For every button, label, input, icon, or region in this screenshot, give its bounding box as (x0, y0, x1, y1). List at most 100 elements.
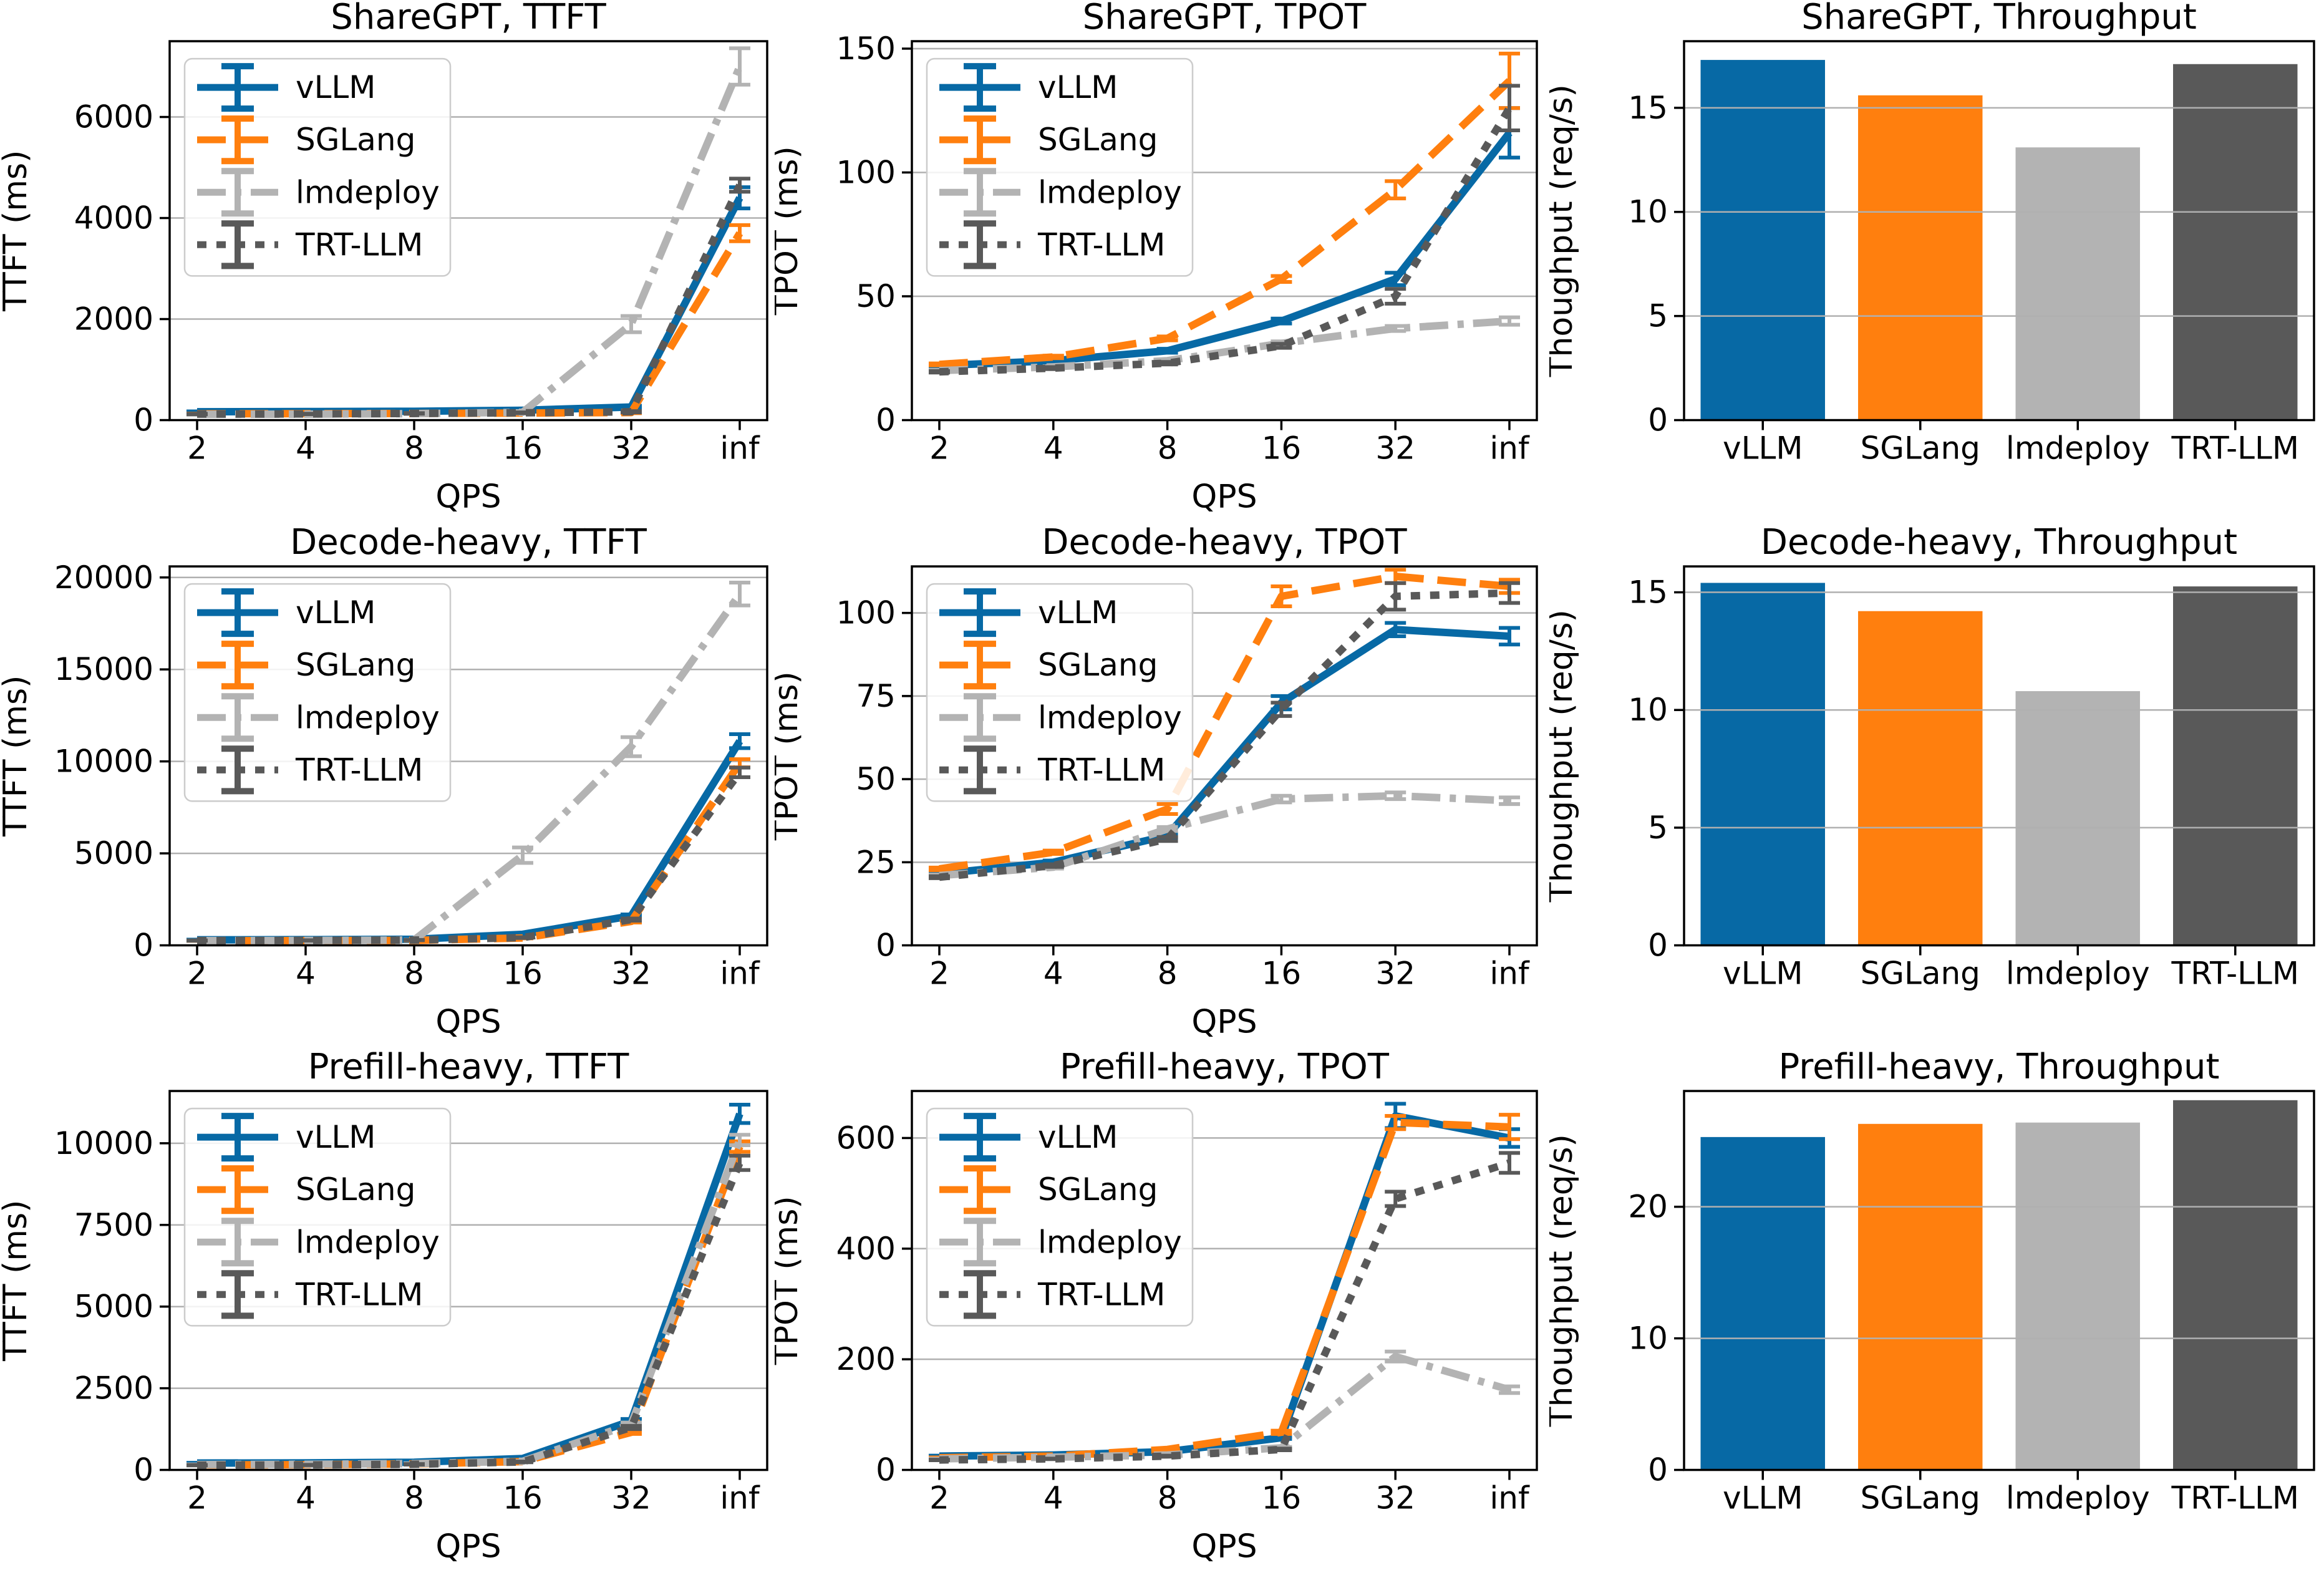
y-tick-label: 5000 (74, 1289, 153, 1325)
y-tick-label: 0 (1648, 927, 1668, 963)
x-tick-label-4: 4 (296, 430, 316, 467)
y-tick-label: 5 (1648, 810, 1668, 846)
bar-TRT-LLM (2173, 586, 2298, 946)
y-tick-label: 100 (836, 594, 896, 631)
x-tick-label-SGLang: SGLang (1861, 430, 1980, 467)
x-tick-label-SGLang: SGLang (1861, 955, 1980, 991)
x-tick-label-vLLM: vLLM (1723, 955, 1803, 991)
legend-label-vLLM: vLLM (1038, 69, 1118, 105)
y-tick-label: 10 (1628, 692, 1668, 728)
legend-item-SGLang: SGLang (939, 115, 1158, 165)
x-tick-label-4: 4 (1043, 1480, 1063, 1516)
prefill-heavy-throughput-plot: vLLM SGLang lmdeploy TRT-LLM 0 10 20 Prefill-he… (1549, 1050, 2315, 1516)
legend-item-lmdeploy: lmdeploy (197, 168, 440, 217)
x-tick-label-2: 2 (187, 955, 207, 991)
legend-prefill-heavy-tpot: vLLM SGLang lmdeploy TRT-LLM (926, 1108, 1194, 1327)
x-tick-label-inf: inf (720, 955, 760, 991)
chart-title-sharegpt-tpot: ShareGPT, TPOT (1083, 0, 1367, 37)
y-tick-label: 5000 (74, 835, 153, 871)
y-axis-label: TPOT (ms) (775, 671, 805, 841)
legend-sharegpt-ttft: vLLM SGLang lmdeploy TRT-LLM (183, 57, 452, 277)
legend-label-lmdeploy: lmdeploy (296, 174, 440, 210)
x-tick-label-inf: inf (1489, 955, 1530, 991)
y-tick-label: 75 (856, 678, 896, 714)
plot-border-sharegpt-tpot (911, 40, 1538, 422)
data-layer-prefill-heavy-ttft (186, 1103, 750, 1470)
legend-label-TRT-LLM: TRT-LLM (295, 752, 423, 788)
chart-cell-prefill-heavy-throughput: vLLM SGLang lmdeploy TRT-LLM 0 10 20 Prefill-he… (1549, 1050, 2324, 1575)
x-axis-label: QPS (435, 1528, 501, 1566)
x-tick-label-4: 4 (296, 955, 316, 991)
legend-item-TRT-LLM: TRT-LLM (939, 1270, 1165, 1319)
x-tick-label-16: 16 (1262, 430, 1302, 467)
x-tick-label-16: 16 (503, 1480, 543, 1516)
x-tick-label-inf: inf (720, 430, 760, 467)
y-tick-label: 10 (1628, 194, 1668, 230)
series-line-lmdeploy (196, 591, 743, 944)
chart-title-prefill-heavy-ttft: Prefill-heavy, TTFT (308, 1050, 629, 1087)
x-tick-label-lmdeploy: lmdeploy (2006, 955, 2150, 991)
y-tick-label: 0 (133, 1452, 153, 1488)
x-tick-label-inf: inf (720, 1480, 760, 1516)
x-tick-label-8: 8 (404, 1480, 424, 1516)
data-layer-decode-heavy-tpot (929, 568, 1520, 881)
legend-label-vLLM: vLLM (296, 69, 375, 105)
x-tick-label-32: 32 (611, 955, 651, 991)
y-tick-label: 6000 (74, 99, 153, 135)
legend-label-lmdeploy: lmdeploy (296, 1224, 440, 1261)
x-tick-label-16: 16 (503, 430, 543, 467)
chart-title-sharegpt-ttft: ShareGPT, TTFT (331, 0, 606, 37)
x-tick-label-16: 16 (1262, 955, 1302, 991)
y-tick-label: 15 (1628, 90, 1668, 126)
data-layer-sharegpt-ttft (186, 46, 750, 419)
series-TRT-LLM (929, 1151, 1520, 1464)
chart-cell-sharegpt-throughput: vLLM SGLang lmdeploy TRT-LLM 0 5 10 15 ShareGPT,… (1549, 0, 2324, 525)
y-tick-label: 2500 (74, 1370, 153, 1407)
bar-vLLM (1700, 60, 1825, 420)
x-tick-label-TRT-LLM: TRT-LLM (2171, 1480, 2299, 1516)
x-tick-label-8: 8 (1158, 955, 1178, 991)
x-tick-label-32: 32 (1375, 955, 1415, 991)
y-tick-label: 2000 (74, 301, 153, 337)
bar-SGLang (1858, 95, 1983, 420)
y-tick-label: 0 (876, 1452, 896, 1488)
legend-item-vLLM: vLLM (939, 1113, 1118, 1162)
bar-lmdeploy (2015, 691, 2140, 946)
legend-item-TRT-LLM: TRT-LLM (197, 1270, 423, 1319)
legend-item-vLLM: vLLM (197, 588, 375, 637)
data-layer-prefill-heavy-tpot (929, 1102, 1520, 1464)
legend-label-lmdeploy: lmdeploy (1038, 174, 1182, 210)
x-tick-label-2: 2 (929, 1480, 949, 1516)
legend-prefill-heavy-ttft: vLLM SGLang lmdeploy TRT-LLM (183, 1108, 452, 1327)
chart-cell-sharegpt-ttft: 0 2000 4000 6000 2 4 8 16 32 inf QPS ShareGPT, TTFT… (0, 0, 775, 525)
series-line-SGLang (939, 78, 1513, 369)
axes-decode-heavy-tpot: 0 25 50 75 100 2 4 8 16 32 inf QPS Decode-heavy, TPO… (775, 525, 1538, 1040)
series-TRT-LLM (929, 581, 1520, 881)
data-layer-decode-heavy-throughput (1684, 583, 2314, 946)
x-tick-label-8: 8 (1158, 1480, 1178, 1516)
series-line-TRT-LLM (196, 1161, 743, 1470)
y-tick-label: 100 (836, 154, 896, 190)
sharegpt-tpot-plot: 0 50 100 150 2 4 8 16 32 inf QPS ShareGPT, TPOT TPOT… (775, 0, 1538, 516)
series-line-lmdeploy (939, 792, 1510, 880)
legend-item-lmdeploy: lmdeploy (939, 692, 1182, 742)
legend-decode-heavy-tpot: vLLM SGLang lmdeploy TRT-LLM (926, 583, 1194, 802)
legend-sharegpt-tpot: vLLM SGLang lmdeploy TRT-LLM (926, 57, 1194, 277)
x-tick-label-TRT-LLM: TRT-LLM (2171, 955, 2299, 991)
legend-item-SGLang: SGLang (939, 1165, 1158, 1214)
bar-TRT-LLM (2173, 1100, 2298, 1470)
data-layer-prefill-heavy-throughput (1684, 1100, 2314, 1470)
legend-label-vLLM: vLLM (1038, 1119, 1118, 1155)
series-TRT-LLM (186, 177, 750, 418)
y-axis-label: Thoughput (req/s) (1549, 1135, 1580, 1428)
y-tick-label: 10 (1628, 1321, 1668, 1357)
series-line-lmdeploy (939, 1353, 1511, 1463)
series-line-TRT-LLM (196, 183, 743, 418)
axes-prefill-heavy-throughput: vLLM SGLang lmdeploy TRT-LLM 0 10 20 Prefill-he… (1549, 1050, 2315, 1516)
x-tick-label-32: 32 (1375, 430, 1415, 467)
chart-cell-decode-heavy-ttft: 0 5000 10000 15000 20000 2 4 8 16 32 inf QPS Decode-… (0, 525, 775, 1050)
x-tick-label-16: 16 (1262, 1480, 1302, 1516)
y-tick-label: 600 (836, 1120, 896, 1156)
y-axis-label: TTFT (ms) (0, 1200, 34, 1362)
legend-item-vLLM: vLLM (197, 1113, 375, 1162)
